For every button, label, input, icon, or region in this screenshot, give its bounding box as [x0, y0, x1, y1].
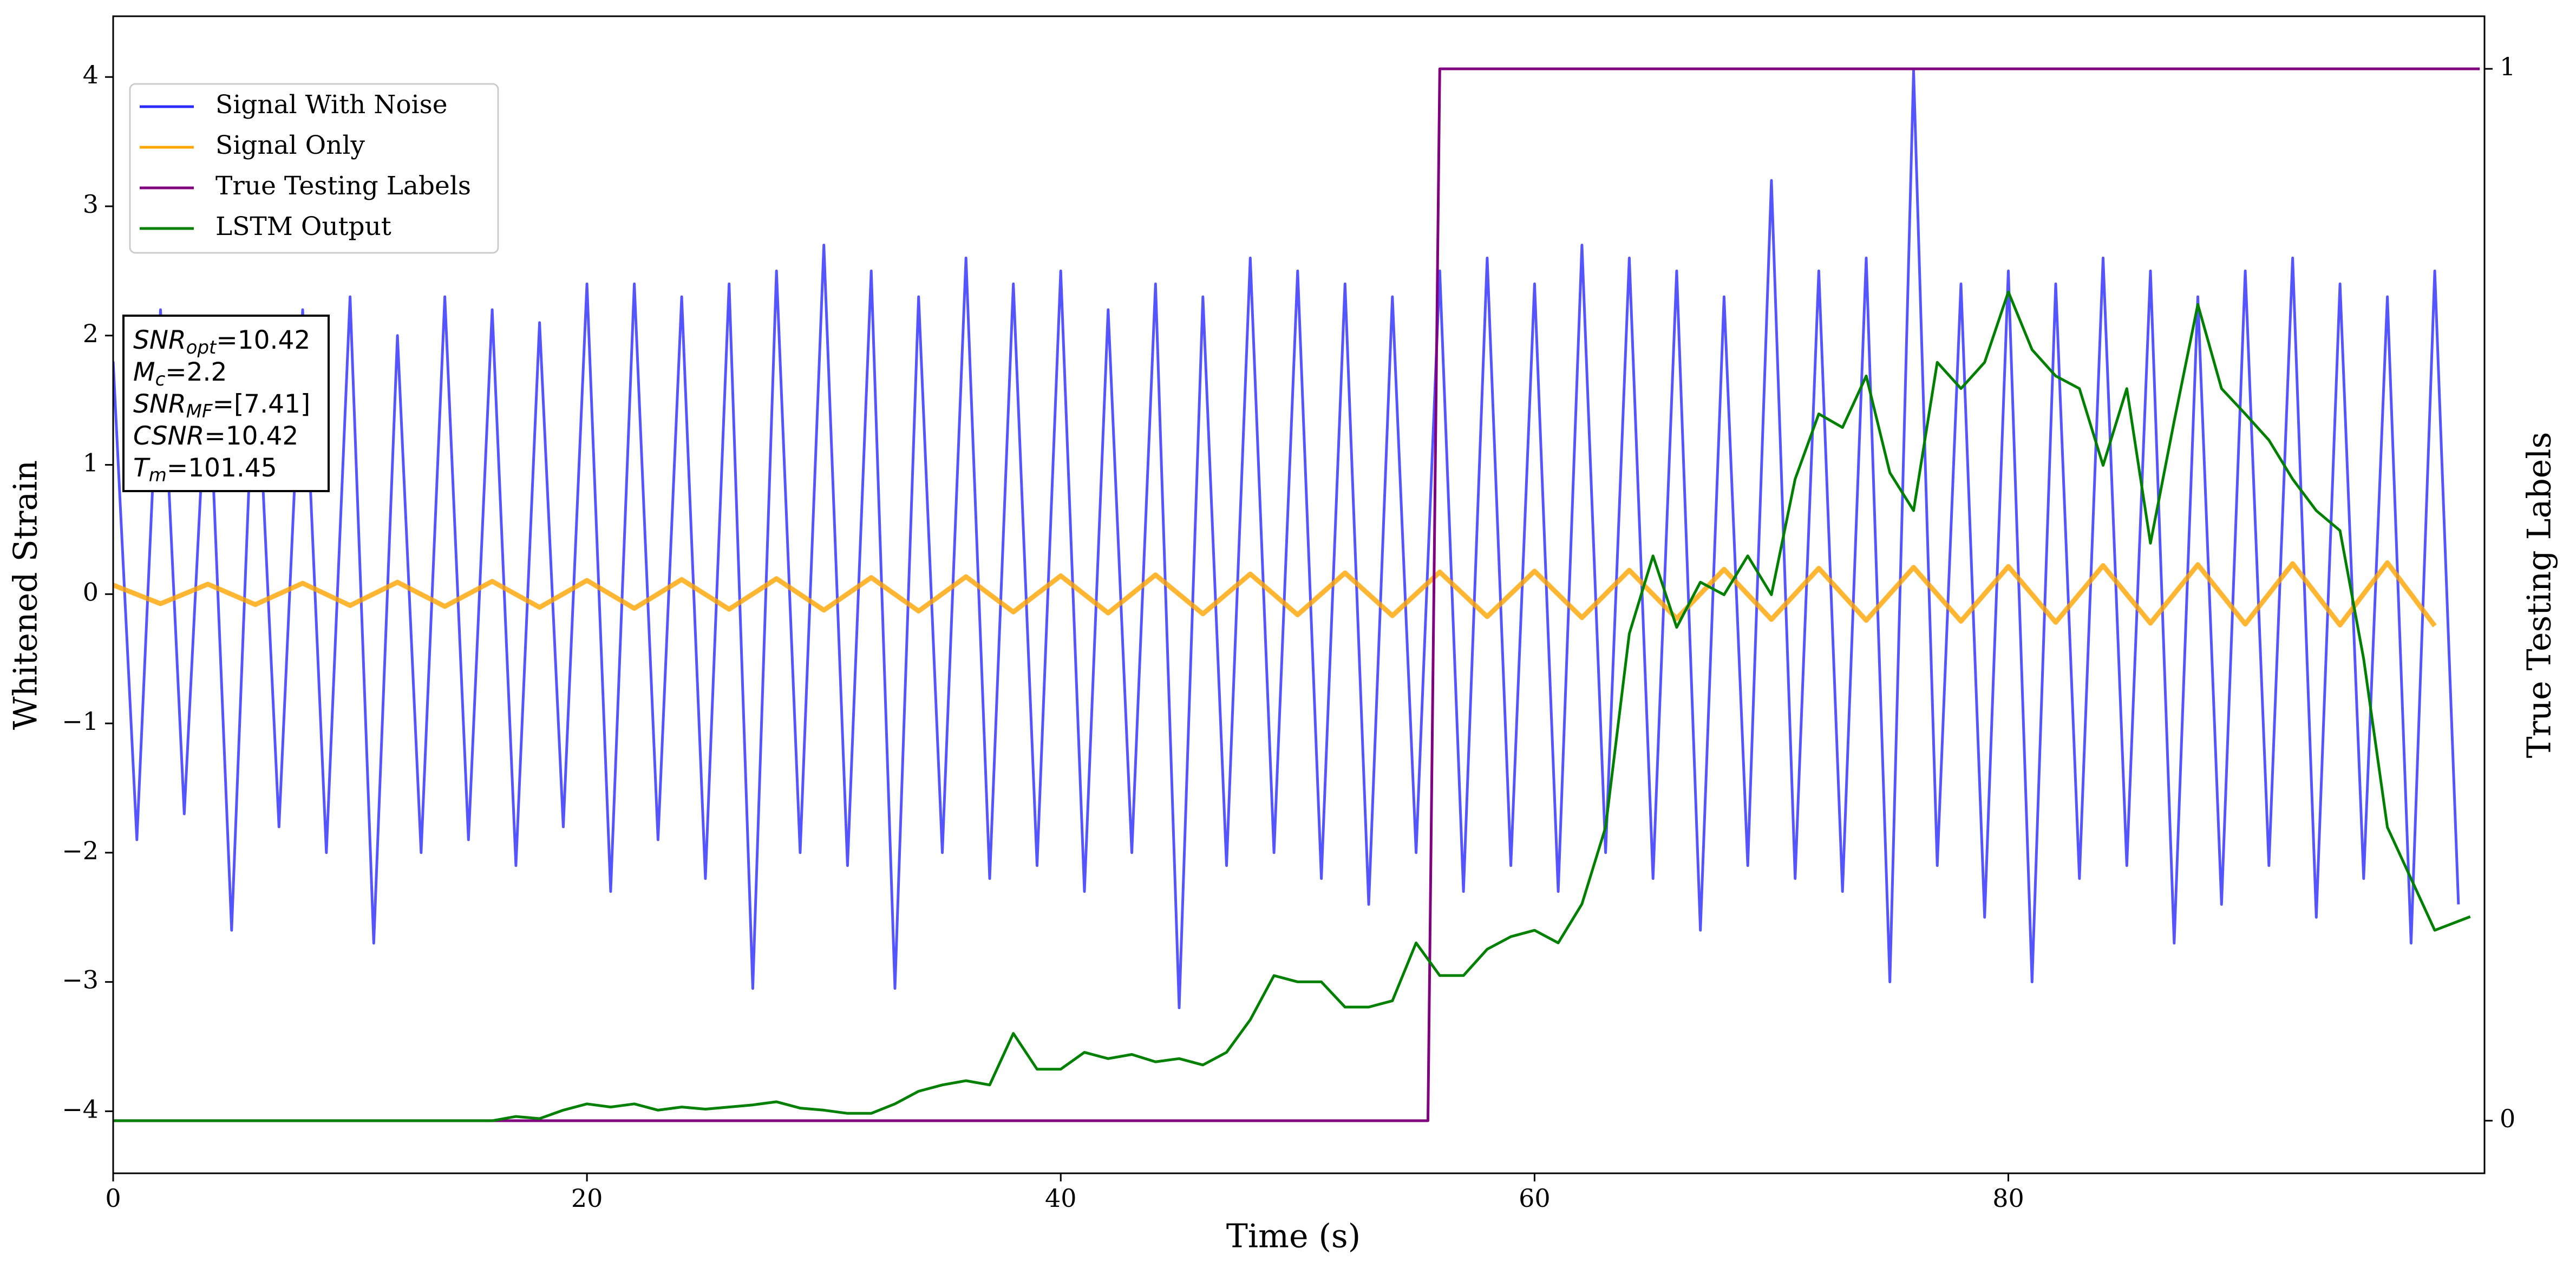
annotation-value: =10.42 [204, 421, 298, 451]
x-tick-label: 20 [571, 1184, 603, 1213]
legend: Signal With Noise Signal Only True Testing… [129, 83, 499, 254]
legend-label: Signal Only [215, 130, 365, 160]
x-axis-label: Time (s) [1226, 1218, 1361, 1256]
series-line [113, 67, 2480, 1122]
annotation-value: =2.2 [165, 357, 227, 387]
annotation-value: =101.45 [167, 453, 277, 483]
legend-label: LSTM Output [215, 212, 391, 241]
annotation-frame [122, 315, 330, 492]
x-tick-label: 0 [105, 1184, 121, 1213]
annotation-subscript: c [155, 369, 166, 390]
y2-tick-label: 1 [2500, 52, 2515, 81]
legend-frame [129, 83, 499, 254]
y-tick-label: −4 [62, 1094, 99, 1123]
x-tick-label: 60 [1519, 1184, 1551, 1213]
y-tick-label: 0 [83, 577, 99, 606]
annotation-symbol: M [133, 357, 155, 387]
annotation-symbol: CSNR [133, 421, 204, 451]
y2-tick-label: 0 [2500, 1104, 2515, 1133]
series-line [113, 560, 2437, 628]
y-tick-label: 2 [83, 319, 99, 348]
annotation-line: CSNR=10.42 [133, 421, 298, 451]
annotation-line: Mc=2.2 [133, 357, 227, 390]
annotation-subscript: MF [186, 401, 213, 422]
annotation-symbol: SNR [133, 389, 186, 419]
y-tick-label: −2 [62, 836, 99, 865]
legend-label: True Testing Labels [215, 171, 471, 201]
annotation-subscript: opt [186, 337, 217, 358]
annotation-box: SNRopt=10.42Mc=2.2SNRMF=[7.41]CSNR=10.42… [122, 315, 330, 492]
y-tick-label: −1 [62, 707, 99, 736]
annotation-value: =[7.41] [213, 389, 311, 419]
annotation-value: =10.42 [216, 325, 310, 355]
series-line [113, 290, 2471, 1122]
y2-axis-label: True Testing Labels [2521, 432, 2559, 759]
y-tick-label: 1 [83, 448, 99, 478]
annotation-line: SNRMF=[7.41] [133, 389, 310, 422]
y-tick-label: 3 [83, 190, 99, 219]
y-tick-label: −3 [62, 965, 99, 995]
x-tick-label: 40 [1045, 1184, 1077, 1213]
legend-label: Signal With Noise [215, 90, 448, 120]
annotation-line: Tm=101.45 [133, 453, 277, 486]
y-tick-label: 4 [83, 60, 99, 89]
annotation-subscript: m [149, 465, 167, 486]
x-tick-label: 80 [1992, 1184, 2024, 1213]
annotation-symbol: SNR [133, 325, 186, 355]
annotation-symbol: T [133, 453, 151, 483]
y-axis-label: Whitened Strain [7, 460, 45, 730]
annotation-line: SNRopt=10.42 [133, 325, 310, 358]
